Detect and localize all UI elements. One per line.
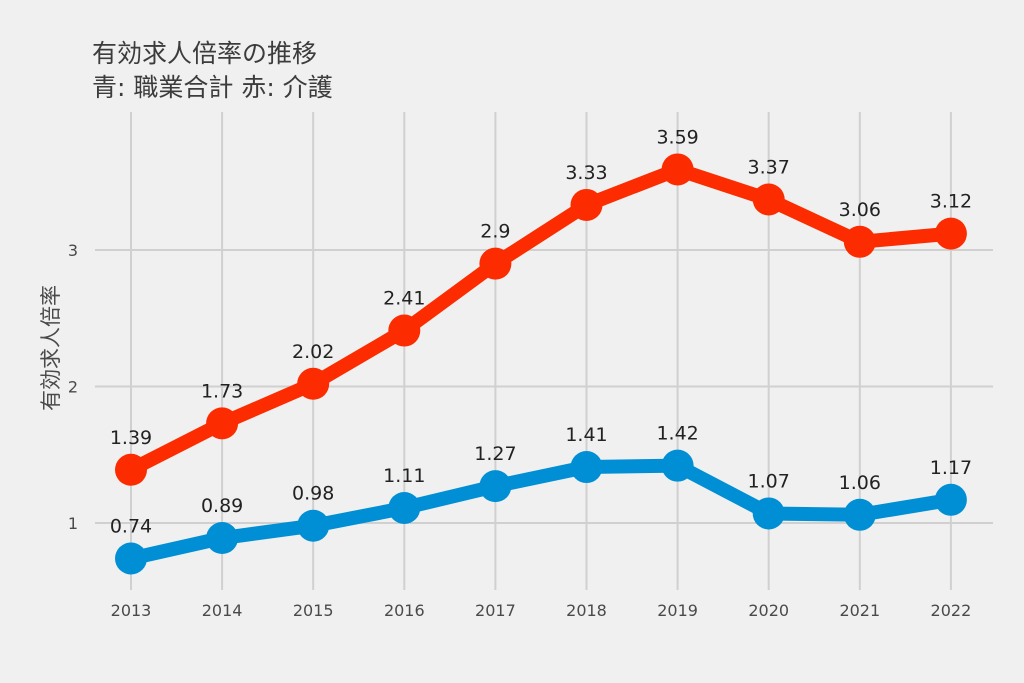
data-label: 3.12: [930, 191, 972, 213]
data-label: 1.17: [930, 457, 972, 479]
series-line: [124, 458, 958, 566]
data-point: [661, 153, 694, 186]
data-label: 0.98: [292, 483, 334, 505]
data-label: 1.42: [656, 423, 698, 445]
chart-title: 有効求人倍率の推移: [92, 39, 317, 68]
y-tick-label: 2: [68, 378, 78, 397]
data-point: [934, 217, 967, 250]
data-point: [115, 453, 147, 486]
y-axis-label: 有効求人倍率: [39, 285, 63, 411]
data-point: [115, 542, 147, 575]
data-label: 1.41: [565, 424, 607, 446]
data-point: [570, 451, 603, 484]
data-point: [297, 367, 330, 400]
chart-subtitle: 青: 職業合計 赤: 介護: [92, 73, 333, 102]
data-point: [297, 509, 330, 542]
x-tick-label: 2018: [566, 601, 607, 620]
data-label: 0.89: [201, 495, 243, 517]
data-label: 3.33: [565, 162, 607, 184]
data-point: [843, 225, 876, 258]
data-point: [934, 483, 967, 516]
data-point: [661, 449, 694, 482]
data-point: [206, 522, 239, 555]
data-label: 3.06: [839, 199, 881, 221]
data-label: 2.9: [480, 221, 510, 243]
series-line: [124, 162, 958, 477]
x-tick-label: 2014: [202, 601, 243, 620]
data-label: 1.27: [474, 443, 516, 465]
data-label: 3.59: [656, 126, 698, 148]
data-label: 1.07: [748, 470, 790, 492]
x-tick-label: 2022: [931, 601, 972, 620]
x-tick-label: 2020: [748, 601, 789, 620]
data-label: 2.41: [383, 288, 425, 310]
data-point: [843, 498, 876, 531]
y-tick-label: 1: [68, 514, 78, 533]
data-labels: 0.74 0.89 0.98 1.11 1.27 1.41 1.42 1.07 1.06 1.17…: [110, 126, 972, 537]
y-axis-ticks: 1 2 3: [68, 241, 78, 533]
x-tick-label: 2015: [293, 601, 334, 620]
data-label: 0.74: [110, 515, 152, 537]
series-group: [115, 153, 967, 575]
data-label: 2.02: [292, 341, 334, 363]
x-tick-label: 2019: [657, 601, 698, 620]
data-label: 1.39: [110, 427, 152, 449]
data-point: [479, 470, 512, 503]
data-label: 3.37: [748, 156, 790, 178]
data-point: [206, 407, 239, 440]
data-point: [388, 314, 421, 347]
data-label: 1.11: [383, 465, 425, 487]
data-point: [752, 183, 785, 216]
x-tick-label: 2016: [384, 601, 425, 620]
x-tick-label: 2013: [111, 601, 152, 620]
data-point: [479, 247, 512, 280]
y-tick-label: 3: [68, 241, 78, 260]
data-label: 1.73: [201, 380, 243, 402]
data-point: [752, 497, 785, 530]
data-point: [570, 188, 603, 221]
x-tick-label: 2021: [839, 601, 880, 620]
data-point: [388, 491, 421, 524]
x-axis-ticks: 2013 2014 2015 2016 2017 2018 2019 2020 2021 2022: [111, 601, 972, 620]
x-tick-label: 2017: [475, 601, 516, 620]
data-label: 1.06: [839, 472, 881, 494]
